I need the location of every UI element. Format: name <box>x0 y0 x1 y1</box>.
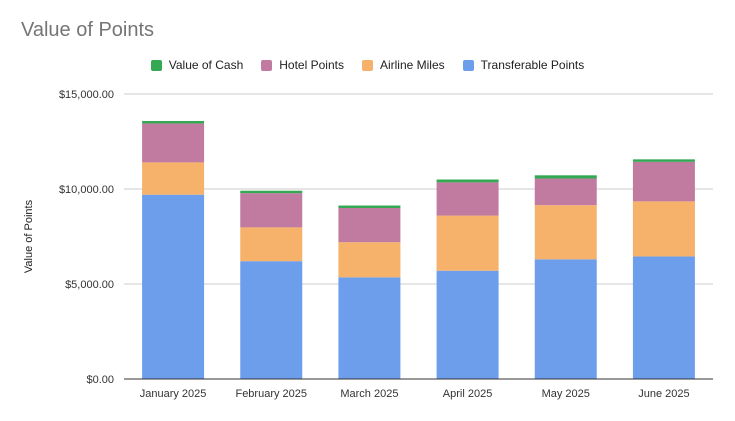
bar-transferable-points <box>436 270 499 379</box>
x-tick-label: March 2025 <box>340 388 398 400</box>
bar-hotel-points <box>436 182 499 216</box>
legend-swatch <box>462 59 474 71</box>
bar-value-of-cash <box>632 159 695 162</box>
bar-transferable-points <box>142 194 205 379</box>
legend-item: Transferable Points <box>462 58 585 72</box>
bar-hotel-points <box>338 208 401 243</box>
bar-transferable-points <box>534 259 597 379</box>
bar-airline-miles <box>338 242 401 278</box>
legend-swatch <box>361 59 373 71</box>
bar-transferable-points <box>240 261 303 379</box>
bar-value-of-cash <box>436 179 499 183</box>
bar-hotel-points <box>142 123 205 163</box>
chart-title: Value of Points <box>21 19 155 41</box>
legend-label: Airline Miles <box>379 58 445 72</box>
y-axis-title: Value of Points <box>23 199 35 273</box>
bar-value-of-cash <box>142 120 205 124</box>
y-tick-label: $15,000.00 <box>59 89 114 101</box>
legend-swatch <box>150 59 162 71</box>
legend: Value of Cash Hotel Points Airline Miles Tr… <box>0 58 735 72</box>
y-tick-label: $10,000.00 <box>59 184 114 196</box>
x-tick-label: January 2025 <box>140 388 207 400</box>
bar-airline-miles <box>240 227 303 262</box>
bar-airline-miles <box>436 215 499 271</box>
legend-item: Hotel Points <box>261 58 344 72</box>
y-tick-label: $0.00 <box>86 374 114 386</box>
bar-hotel-points <box>632 161 695 202</box>
bar-airline-miles <box>142 162 205 195</box>
legend-label: Hotel Points <box>279 58 344 72</box>
legend-item: Airline Miles <box>361 58 445 72</box>
bar-hotel-points <box>534 178 597 206</box>
x-tick-label: May 2025 <box>542 388 590 400</box>
x-tick-label: June 2025 <box>638 388 689 400</box>
bar-hotel-points <box>240 193 303 228</box>
y-tick-label: $5,000.00 <box>65 279 114 291</box>
bar-airline-miles <box>632 201 695 257</box>
x-tick-label: April 2025 <box>443 388 493 400</box>
legend-label: Transferable Points <box>480 58 585 72</box>
bar-transferable-points <box>338 277 401 379</box>
bar-airline-miles <box>534 205 597 260</box>
x-tick-label: February 2025 <box>235 388 307 400</box>
bar-value-of-cash <box>338 205 401 208</box>
legend-label: Value of Cash <box>168 58 244 72</box>
legend-item: Value of Cash <box>150 58 244 72</box>
legend-swatch <box>261 59 273 71</box>
bar-value-of-cash <box>534 175 597 179</box>
bar-transferable-points <box>632 256 695 379</box>
bar-value-of-cash <box>240 190 303 194</box>
